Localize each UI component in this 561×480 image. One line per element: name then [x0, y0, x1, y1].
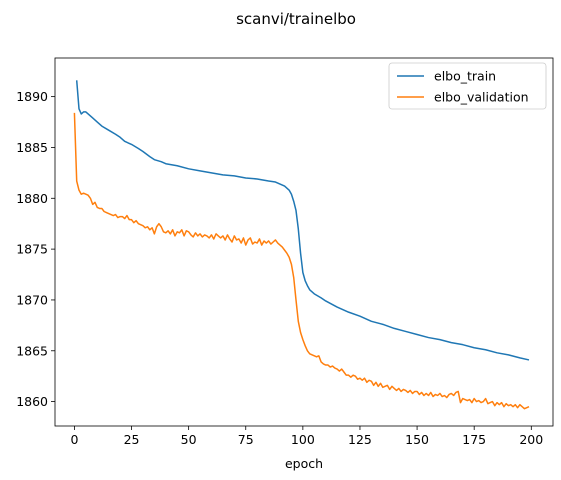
y-tick-label: 1875: [16, 242, 48, 257]
y-tick-label: 1880: [16, 191, 48, 206]
x-tick-label: 175: [462, 432, 486, 447]
x-axis: 0 25 50 75 100 125 150 175 200: [70, 426, 543, 447]
legend-label: elbo_validation: [434, 90, 529, 105]
legend-box: [388, 62, 547, 110]
y-tick-label: 1870: [16, 292, 48, 307]
x-tick-label: 150: [405, 432, 429, 447]
series-line-elbo-train: [75, 80, 530, 361]
x-tick-label: 25: [124, 432, 140, 447]
x-tick-label: 100: [291, 432, 315, 447]
y-axis: 1860 1865 1870 1875 1880 1885 1890: [16, 89, 55, 409]
y-tick-label: 1885: [16, 140, 48, 155]
x-tick-label: 50: [181, 432, 197, 447]
legend: elbo_train elbo_validation: [388, 62, 547, 110]
x-tick-label: 75: [238, 432, 254, 447]
y-tick-label: 1890: [16, 89, 48, 104]
legend-label: elbo_train: [434, 69, 496, 84]
plot-area-frame: [54, 57, 554, 427]
x-tick-label: 125: [348, 432, 372, 447]
y-tick-label: 1860: [16, 394, 48, 409]
x-axis-label: epoch: [285, 456, 323, 471]
y-tick-label: 1865: [16, 343, 48, 358]
x-tick-label: 0: [70, 432, 78, 447]
chart-title: scanvi/trainelbo: [236, 10, 356, 28]
series-line-elbo-validation: [73, 112, 530, 410]
series-layer: [73, 80, 530, 410]
x-tick-label: 200: [519, 432, 543, 447]
